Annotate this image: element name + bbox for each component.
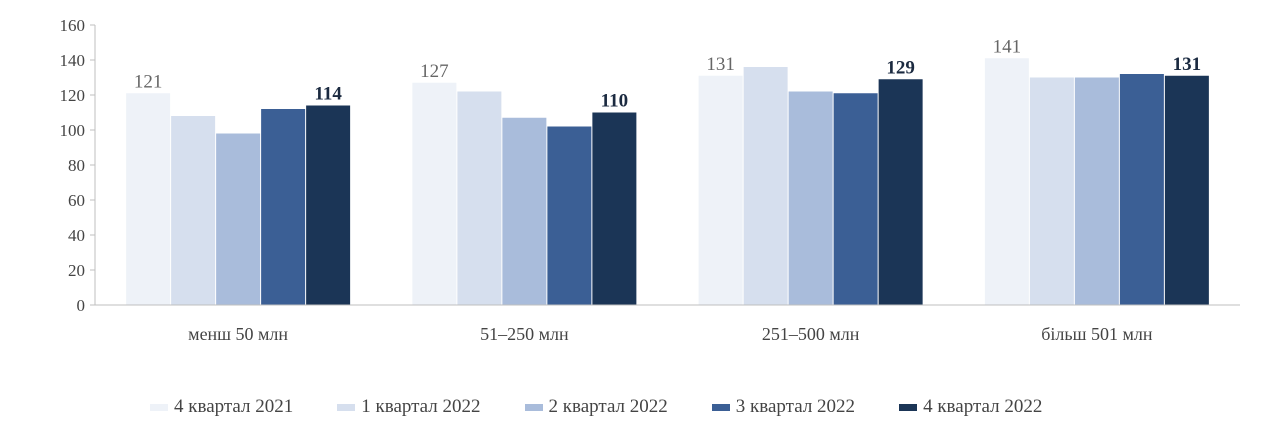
x-category-label: менш 50 млн [188,324,288,344]
legend-swatch [337,403,356,411]
y-axis: 0 20 40 60 80 100 120 140 160 [60,16,96,315]
data-label: 129 [886,57,915,78]
data-label: 127 [420,61,449,82]
bar [984,58,1029,305]
bar [1029,77,1074,305]
bar [698,75,743,305]
chart-legend: 4 квартал 2021 1 квартал 2022 2 квартал 20… [150,392,1230,422]
bar [306,105,351,305]
y-tick-label: 100 [60,121,86,140]
bar [216,133,261,305]
bar [547,126,592,305]
bar [1074,77,1119,305]
legend-swatch [899,403,918,411]
legend-item: 4 квартал 2021 [150,396,293,418]
legend-label: 3 квартал 2022 [735,396,856,417]
y-tick-label: 160 [60,16,86,35]
data-label: 141 [993,36,1022,57]
legend-label: 2 квартал 2022 [548,396,668,417]
bar [171,116,216,305]
y-tick-label: 60 [68,191,85,210]
bar [412,82,457,305]
data-label: 121 [134,71,163,92]
bar [1119,74,1164,305]
bar [592,112,637,305]
legend-label: 4 квартал 2022 [923,396,1043,417]
data-label: 131 [1173,54,1202,75]
y-tick-label: 120 [60,86,86,105]
legend-swatch [524,403,543,411]
bar [833,93,878,305]
bar [788,91,833,305]
bar [126,93,171,305]
bar [743,67,788,305]
x-category-label: 51–250 млн [480,324,569,344]
legend-label: 4 квартал 2021 [174,396,294,417]
legend-item: 3 квартал 2022 [711,396,856,418]
legend-label: 1 квартал 2022 [361,396,481,417]
y-tick-label: 20 [68,261,85,280]
x-axis: менш 50 млн 51–250 млн 251–500 млн більш 50… [95,304,1240,344]
bar [502,117,547,305]
data-label: 110 [601,91,628,112]
y-tick-label: 0 [77,296,86,315]
legend-swatch [150,403,168,411]
x-category-label: 251–500 млн [762,324,860,344]
data-label: 131 [706,54,735,75]
y-tick-label: 40 [68,226,85,245]
bar [1164,75,1209,305]
x-category-label: більш 501 млн [1041,324,1153,344]
legend-item: 1 квартал 2022 [337,396,481,418]
legend-item: 4 квартал 2022 [899,396,1042,418]
y-tick-label: 140 [60,51,86,70]
bar [457,91,502,305]
data-label: 114 [314,84,342,105]
bar-chart: 0 20 40 60 80 100 120 140 160 121 114 127 110 131 129… [60,16,1240,344]
legend-swatch [711,403,730,411]
legend-item: 2 квартал 2022 [524,396,668,418]
bar [878,79,923,305]
bar [261,109,306,305]
y-tick-label: 80 [68,156,85,175]
bars-group: 121 114 127 110 131 129 141 131 [126,36,1209,305]
